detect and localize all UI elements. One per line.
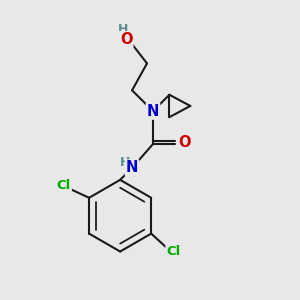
Text: O: O: [178, 135, 190, 150]
Text: H: H: [118, 22, 128, 36]
Text: N: N: [147, 104, 159, 119]
Text: H: H: [119, 156, 130, 169]
Text: Cl: Cl: [57, 179, 71, 192]
Text: Cl: Cl: [167, 245, 181, 258]
Text: N: N: [126, 160, 138, 175]
Text: O: O: [120, 32, 132, 47]
